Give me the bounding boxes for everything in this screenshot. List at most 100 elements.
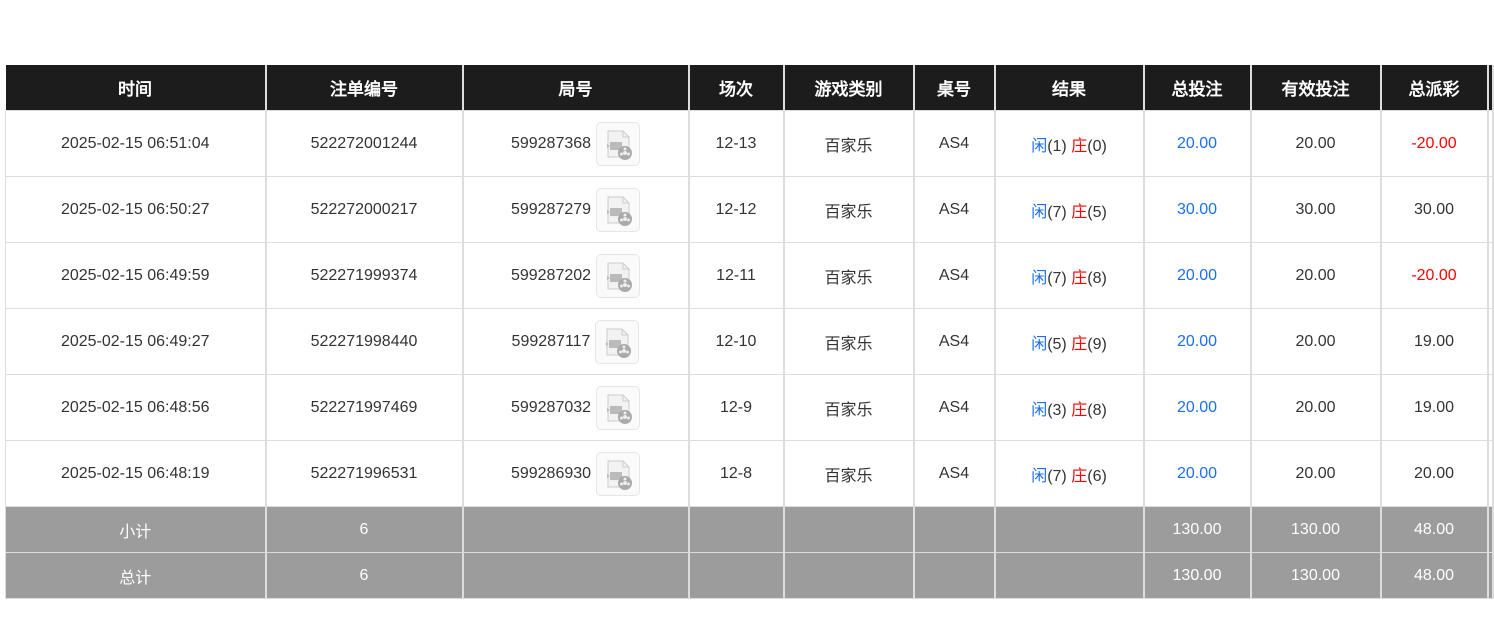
header-round: 局号 bbox=[462, 65, 690, 111]
cell-valid-bet: 20.00 bbox=[1250, 374, 1382, 441]
video-replay-icon[interactable] bbox=[596, 187, 641, 232]
cell-table-no: AS4 bbox=[913, 110, 996, 177]
cell-bet-id: 522271999374 bbox=[265, 242, 464, 309]
cell-session: 12-8 bbox=[688, 440, 785, 507]
round-number: 599287202 bbox=[510, 266, 592, 284]
cell-result: 闲(7) 庄(6) bbox=[994, 440, 1145, 507]
subtotal-total-bet: 130.00 bbox=[1143, 506, 1252, 553]
empty-cell bbox=[1487, 552, 1494, 599]
header-extra bbox=[1487, 65, 1494, 111]
total-valid-bet: 130.00 bbox=[1250, 552, 1382, 599]
cell-game-type: 百家乐 bbox=[783, 176, 915, 243]
cell-bet-id: 522272001244 bbox=[265, 110, 464, 177]
player-label: 闲 bbox=[1031, 269, 1048, 287]
subtotal-row: 小计 6 130.00 130.00 48.00 bbox=[5, 506, 1494, 553]
cell-table-no: AS4 bbox=[913, 374, 996, 441]
player-points: (7) bbox=[1047, 467, 1067, 485]
cell-session: 12-12 bbox=[688, 176, 785, 243]
cell-payout: -20.00 bbox=[1380, 242, 1489, 309]
cell-game-type: 百家乐 bbox=[783, 242, 915, 309]
cell-extra bbox=[1487, 242, 1494, 309]
player-label: 闲 bbox=[1031, 335, 1048, 353]
cell-total-bet: 20.00 bbox=[1143, 110, 1252, 177]
banker-label: 庄 bbox=[1071, 203, 1088, 221]
video-replay-icon[interactable] bbox=[596, 385, 641, 430]
cell-round: 599287117 bbox=[462, 308, 690, 375]
table-row: 2025-02-15 06:48:19 522271996531 5992869… bbox=[5, 440, 1494, 507]
round-number: 599287368 bbox=[510, 134, 592, 152]
player-label: 闲 bbox=[1031, 467, 1048, 485]
empty-cell bbox=[783, 552, 915, 599]
header-time: 时间 bbox=[5, 65, 267, 111]
empty-cell bbox=[994, 552, 1145, 599]
cell-time: 2025-02-15 06:48:19 bbox=[5, 440, 267, 507]
cell-table-no: AS4 bbox=[913, 308, 996, 375]
cell-bet-id: 522271996531 bbox=[265, 440, 464, 507]
cell-payout: 19.00 bbox=[1380, 374, 1489, 441]
header-bet-id: 注单编号 bbox=[265, 65, 464, 111]
cell-total-bet: 20.00 bbox=[1143, 308, 1252, 375]
cell-table-no: AS4 bbox=[913, 176, 996, 243]
empty-cell bbox=[462, 552, 690, 599]
empty-cell bbox=[913, 506, 996, 553]
video-replay-icon[interactable] bbox=[595, 319, 640, 364]
cell-valid-bet: 20.00 bbox=[1250, 440, 1382, 507]
cell-bet-id: 522271998440 bbox=[265, 308, 464, 375]
player-points: (1) bbox=[1047, 137, 1067, 155]
cell-payout: 19.00 bbox=[1380, 308, 1489, 375]
cell-round: 599287279 bbox=[462, 176, 690, 243]
header-game-type: 游戏类别 bbox=[783, 65, 915, 111]
table-row: 2025-02-15 06:49:27 522271998440 5992871… bbox=[5, 308, 1494, 375]
empty-cell bbox=[688, 506, 785, 553]
player-points: (5) bbox=[1047, 335, 1067, 353]
cell-session: 12-9 bbox=[688, 374, 785, 441]
cell-session: 12-11 bbox=[688, 242, 785, 309]
cell-round: 599287032 bbox=[462, 374, 690, 441]
cell-session: 12-13 bbox=[688, 110, 785, 177]
cell-time: 2025-02-15 06:49:59 bbox=[5, 242, 267, 309]
cell-game-type: 百家乐 bbox=[783, 308, 915, 375]
cell-total-bet: 30.00 bbox=[1143, 176, 1252, 243]
round-number: 599286930 bbox=[510, 464, 592, 482]
cell-round: 599286930 bbox=[462, 440, 690, 507]
video-replay-icon[interactable] bbox=[596, 451, 641, 496]
empty-cell bbox=[913, 552, 996, 599]
cell-time: 2025-02-15 06:50:27 bbox=[5, 176, 267, 243]
player-points: (7) bbox=[1047, 269, 1067, 287]
player-points: (3) bbox=[1047, 401, 1067, 419]
subtotal-valid-bet: 130.00 bbox=[1250, 506, 1382, 553]
cell-total-bet: 20.00 bbox=[1143, 242, 1252, 309]
banker-points: (5) bbox=[1087, 203, 1107, 221]
cell-extra bbox=[1487, 176, 1494, 243]
header-result: 结果 bbox=[994, 65, 1145, 111]
cell-valid-bet: 20.00 bbox=[1250, 242, 1382, 309]
table-row: 2025-02-15 06:51:04 522272001244 5992873… bbox=[5, 110, 1494, 177]
header-session: 场次 bbox=[688, 65, 785, 111]
player-points: (7) bbox=[1047, 203, 1067, 221]
cell-bet-id: 522271997469 bbox=[265, 374, 464, 441]
cell-extra bbox=[1487, 110, 1494, 177]
cell-total-bet: 20.00 bbox=[1143, 440, 1252, 507]
banker-points: (6) bbox=[1087, 467, 1107, 485]
cell-session: 12-10 bbox=[688, 308, 785, 375]
banker-points: (9) bbox=[1087, 335, 1107, 353]
banker-points: (8) bbox=[1087, 269, 1107, 287]
banker-points: (0) bbox=[1087, 137, 1107, 155]
cell-table-no: AS4 bbox=[913, 440, 996, 507]
header-total-bet: 总投注 bbox=[1143, 65, 1252, 111]
video-replay-icon[interactable] bbox=[596, 121, 641, 166]
total-total-bet: 130.00 bbox=[1143, 552, 1252, 599]
video-replay-icon[interactable] bbox=[596, 253, 641, 298]
cell-payout: 30.00 bbox=[1380, 176, 1489, 243]
header-payout: 总派彩 bbox=[1380, 65, 1489, 111]
cell-game-type: 百家乐 bbox=[783, 374, 915, 441]
bet-records-table: 时间 注单编号 局号 场次 游戏类别 桌号 结果 总投注 有效投注 总派彩 2025-02-15 … bbox=[5, 65, 1494, 599]
cell-valid-bet: 20.00 bbox=[1250, 110, 1382, 177]
cell-time: 2025-02-15 06:51:04 bbox=[5, 110, 267, 177]
cell-payout: -20.00 bbox=[1380, 110, 1489, 177]
banker-label: 庄 bbox=[1071, 467, 1088, 485]
cell-valid-bet: 30.00 bbox=[1250, 176, 1382, 243]
round-number: 599287117 bbox=[511, 332, 591, 350]
cell-extra bbox=[1487, 440, 1494, 507]
cell-game-type: 百家乐 bbox=[783, 110, 915, 177]
